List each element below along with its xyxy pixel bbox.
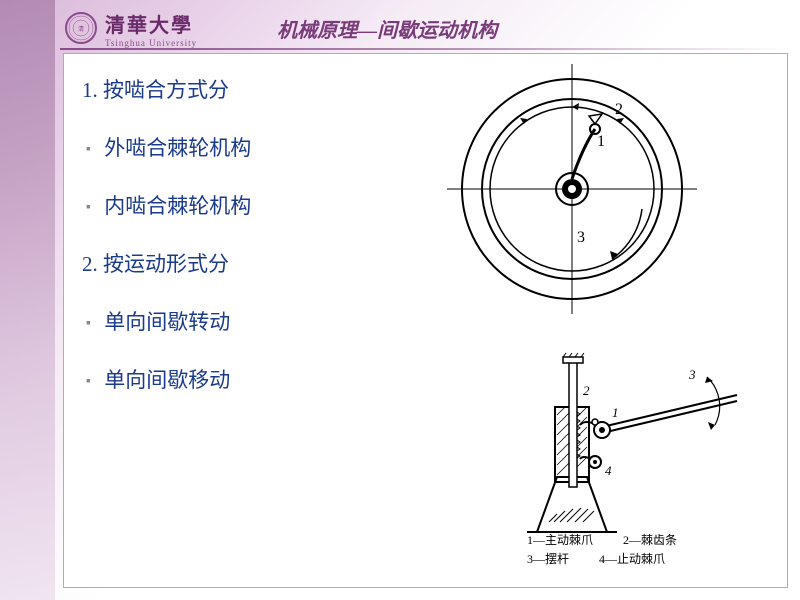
bullet-4: ▪ 单向间歇移动	[82, 364, 382, 394]
legend-2: 2—棘齿条	[623, 531, 677, 550]
bullet-2: ▪ 内啮合棘轮机构	[82, 190, 382, 220]
diagram-label-1: 1	[597, 133, 605, 150]
legend-4: 4—止动棘爪	[599, 550, 665, 569]
diagram-legend: 1—主动棘爪 2—棘齿条 3—摆杆 4—止动棘爪	[527, 531, 677, 569]
university-name-en: Tsinghua University	[105, 38, 197, 48]
bullet-marker-icon: ▪	[86, 200, 91, 215]
bullet-marker-icon: ▪	[86, 374, 91, 389]
bullet-3: ▪ 单向间歇转动	[82, 306, 382, 336]
heading-2: 2. 按运动形式分	[82, 248, 382, 278]
course-title: 机械原理—间歇运动机构	[277, 14, 497, 43]
university-name-cn: 清華大學	[105, 9, 197, 38]
svg-text:4: 4	[605, 463, 612, 478]
diagram-label-2: 2	[615, 101, 623, 118]
bullet-3-text: 单向间歇转动	[104, 310, 230, 334]
content-area: 1. 按啮合方式分 ▪ 外啮合棘轮机构 ▪ 内啮合棘轮机构 2. 按运动形式分 …	[63, 53, 788, 588]
svg-text:1: 1	[612, 405, 619, 420]
header-divider	[60, 48, 790, 50]
svg-text:3: 3	[688, 367, 696, 382]
bullet-4-text: 单向间歇移动	[104, 368, 230, 392]
heading-1: 1. 按啮合方式分	[82, 74, 382, 104]
bullet-marker-icon: ▪	[86, 316, 91, 331]
left-bg-decoration	[0, 0, 55, 600]
legend-1: 1—主动棘爪	[527, 531, 593, 550]
bullet-2-text: 内啮合棘轮机构	[104, 194, 251, 218]
svg-text:2: 2	[583, 383, 590, 398]
text-column: 1. 按啮合方式分 ▪ 外啮合棘轮机构 ▪ 内啮合棘轮机构 2. 按运动形式分 …	[82, 74, 382, 394]
diagram-internal-ratchet: 1 2 3	[447, 64, 697, 314]
header: 清 清華大學 Tsinghua University 机械原理—间歇运动机构	[65, 8, 780, 48]
legend-3: 3—摆杆	[527, 550, 569, 569]
bullet-1: ▪ 外啮合棘轮机构	[82, 132, 382, 162]
bullet-1-text: 外啮合棘轮机构	[104, 136, 251, 160]
university-name: 清華大學 Tsinghua University	[105, 9, 197, 48]
diagram-label-3: 3	[577, 229, 585, 246]
university-seal-icon: 清	[65, 12, 97, 44]
svg-text:清: 清	[78, 25, 84, 33]
bullet-marker-icon: ▪	[86, 142, 91, 157]
diagram-linear-ratchet: 1 2 3 4 1—主动棘爪 2—棘齿条 3—摆杆 4—止动棘爪	[457, 347, 767, 577]
